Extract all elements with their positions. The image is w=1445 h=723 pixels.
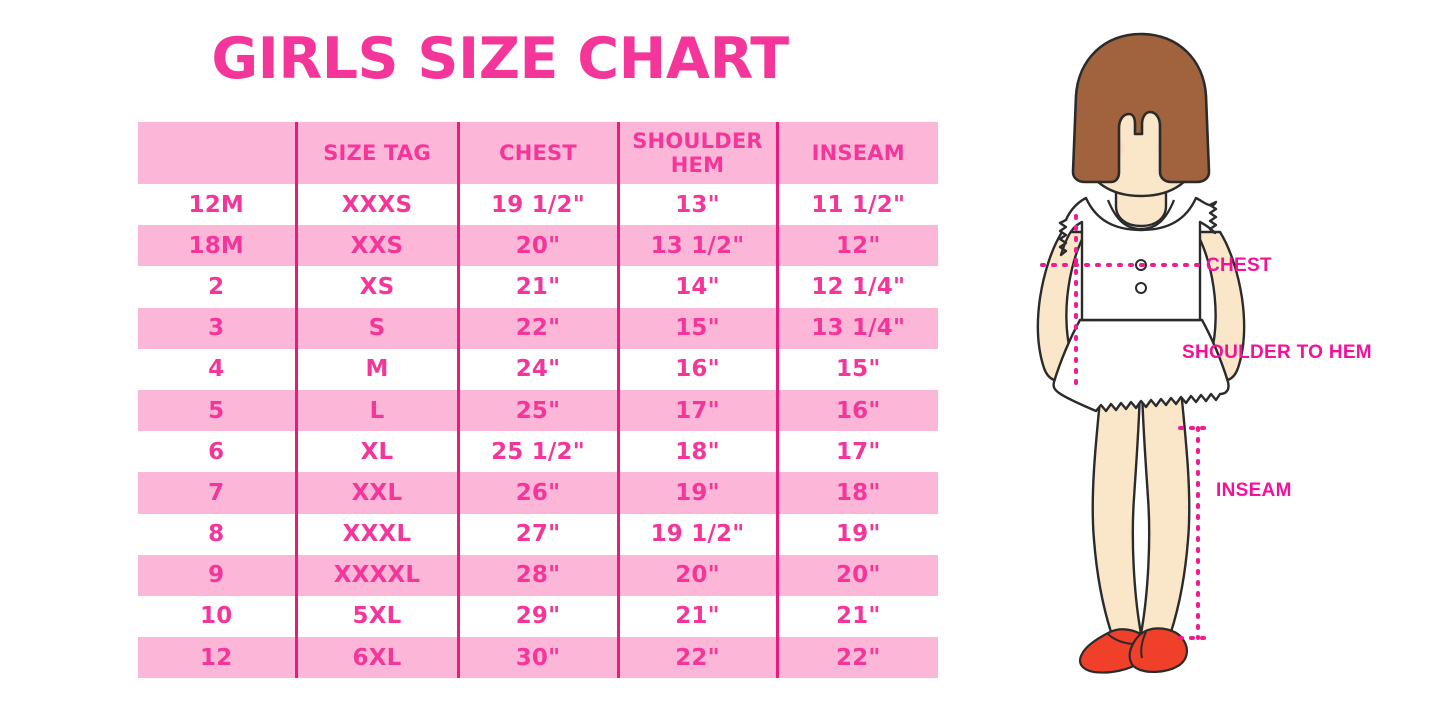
- cell-size: 6: [138, 431, 296, 473]
- cell-chest: 28": [456, 554, 618, 596]
- cell-chest: 21": [456, 266, 618, 308]
- table-body: 12M XXXS 19 1/2" 13" 11 1/2" 18M XXS 20" 13 1/2"…: [138, 184, 938, 679]
- table-row: 8 XXXL 27" 19 1/2" 19": [138, 513, 938, 555]
- cell-shoulder-hem: 19 1/2": [616, 513, 777, 555]
- cell-shoulder-hem: 18": [616, 431, 777, 473]
- figure-body-group: [1036, 32, 1246, 674]
- cell-size-tag: S: [294, 307, 458, 349]
- cell-shoulder-hem: 19": [616, 472, 777, 514]
- column-header-inseam: INSEAM: [775, 122, 938, 184]
- cell-size: 8: [138, 513, 296, 555]
- cell-chest: 29": [456, 595, 618, 638]
- cell-inseam: 20": [775, 554, 938, 596]
- cell-inseam: 12 1/4": [775, 266, 938, 308]
- cell-size-tag: XXXL: [294, 513, 458, 555]
- cell-chest: 30": [456, 637, 618, 679]
- cell-shoulder-hem: 14": [616, 266, 777, 308]
- cell-inseam: 21": [775, 595, 938, 638]
- cell-size: 5: [138, 389, 296, 432]
- cell-chest: 19 1/2": [456, 184, 618, 226]
- column-header-shoulder-hem: SHOULDER HEM: [616, 122, 777, 184]
- cell-size: 4: [138, 348, 296, 390]
- cell-shoulder-hem: 13": [616, 184, 777, 226]
- cell-inseam: 19": [775, 513, 938, 555]
- button-icon: [1135, 282, 1147, 294]
- cell-size: 2: [138, 266, 296, 308]
- column-header-size-tag: SIZE TAG: [294, 122, 458, 184]
- cell-chest: 22": [456, 307, 618, 349]
- table-row: 12M XXXS 19 1/2" 13" 11 1/2": [138, 184, 938, 226]
- top-garment-icon: [1058, 196, 1218, 322]
- cell-inseam: 13 1/4": [775, 307, 938, 349]
- cell-chest: 25": [456, 389, 618, 432]
- cell-shoulder-hem: 20": [616, 554, 777, 596]
- cell-inseam: 12": [775, 225, 938, 267]
- table-row: 6 XL 25 1/2" 18" 17": [138, 431, 938, 473]
- cell-inseam: 17": [775, 431, 938, 473]
- cell-size: 10: [138, 595, 296, 638]
- size-chart-table-container: SIZE TAG CHEST SHOULDER HEM INSEAM 12M XX…: [138, 122, 938, 679]
- size-chart-table: SIZE TAG CHEST SHOULDER HEM INSEAM 12M XX…: [138, 122, 938, 679]
- cell-chest: 24": [456, 348, 618, 390]
- cell-size-tag: M: [294, 348, 458, 390]
- cell-size-tag: XXS: [294, 225, 458, 267]
- cell-size: 18M: [138, 225, 296, 267]
- cell-shoulder-hem: 13 1/2": [616, 225, 777, 267]
- page-title: GIRLS SIZE CHART: [211, 26, 789, 92]
- cell-shoulder-hem: 15": [616, 307, 777, 349]
- shoes-icon: [1078, 627, 1188, 674]
- measurement-label-shoulder-to-hem: SHOULDER TO HEM: [1182, 342, 1372, 363]
- cell-inseam: 18": [775, 472, 938, 514]
- cell-inseam: 22": [775, 637, 938, 679]
- cell-size-tag: XS: [294, 266, 458, 308]
- girl-figure-illustration: [990, 20, 1280, 690]
- cell-size-tag: L: [294, 389, 458, 432]
- table-row: 9 XXXXL 28" 20" 20": [138, 554, 938, 596]
- skirt-icon: [1052, 318, 1230, 413]
- cell-chest: 27": [456, 513, 618, 555]
- cell-size-tag: XXXS: [294, 184, 458, 226]
- cell-size: 12M: [138, 184, 296, 226]
- legs-icon: [1091, 378, 1191, 650]
- cell-inseam: 11 1/2": [775, 184, 938, 226]
- cell-size-tag: XXL: [294, 472, 458, 514]
- cell-size: 9: [138, 554, 296, 596]
- measurement-label-inseam: INSEAM: [1216, 480, 1292, 501]
- table-row: 4 M 24" 16" 15": [138, 348, 938, 390]
- cell-size: 7: [138, 472, 296, 514]
- cell-inseam: 15": [775, 348, 938, 390]
- cell-size-tag: XXXXL: [294, 554, 458, 596]
- cell-size-tag: 5XL: [294, 595, 458, 638]
- table-row: 18M XXS 20" 13 1/2" 12": [138, 225, 938, 267]
- table-row: 5 L 25" 17" 16": [138, 389, 938, 432]
- table-row: 12 6XL 30" 22" 22": [138, 637, 938, 679]
- cell-chest: 20": [456, 225, 618, 267]
- table-row: 2 XS 21" 14" 12 1/4": [138, 266, 938, 308]
- measurement-guides: [1040, 214, 1208, 640]
- cell-shoulder-hem: 21": [616, 595, 777, 638]
- measurement-label-chest: CHEST: [1206, 255, 1272, 276]
- cell-size: 3: [138, 307, 296, 349]
- cell-size-tag: 6XL: [294, 637, 458, 679]
- cell-shoulder-hem: 17": [616, 389, 777, 432]
- cell-inseam: 16": [775, 389, 938, 432]
- table-row: 10 5XL 29" 21" 21": [138, 595, 938, 638]
- cell-size-tag: XL: [294, 431, 458, 473]
- cell-shoulder-hem: 22": [616, 637, 777, 679]
- cell-shoulder-hem: 16": [616, 348, 777, 390]
- cell-size: 12: [138, 637, 296, 679]
- column-header-chest: CHEST: [456, 122, 618, 184]
- table-row: 7 XXL 26" 19" 18": [138, 472, 938, 514]
- table-header-row: SIZE TAG CHEST SHOULDER HEM INSEAM: [138, 122, 938, 184]
- cell-chest: 26": [456, 472, 618, 514]
- column-header-size: [138, 122, 296, 184]
- hair-icon: [1071, 32, 1211, 184]
- table-row: 3 S 22" 15" 13 1/4": [138, 307, 938, 349]
- cell-chest: 25 1/2": [456, 431, 618, 473]
